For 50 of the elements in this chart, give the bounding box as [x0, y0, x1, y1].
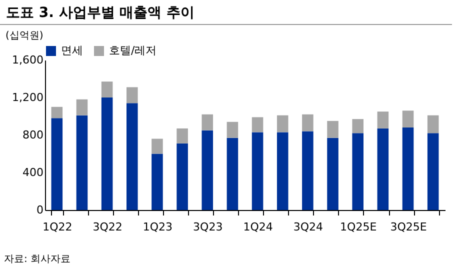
y-tick-label: 400	[22, 166, 44, 179]
x-tick-label: 1Q24	[243, 220, 273, 234]
bar	[352, 133, 364, 210]
x-tick-label: 1Q22	[42, 220, 72, 234]
bar	[76, 99, 88, 116]
x-tick-label: 1Q23	[142, 220, 173, 234]
y-tick-label: 800	[22, 128, 44, 142]
bar	[377, 128, 389, 210]
bar	[226, 138, 238, 210]
bar	[126, 103, 138, 210]
bar	[252, 117, 264, 132]
bar	[226, 122, 238, 138]
x-tick-label: 3Q23	[193, 220, 223, 234]
text: 자료: 회사자료	[3, 253, 72, 266]
x-tick-label: 1Q25E	[340, 220, 377, 234]
bar	[202, 130, 214, 210]
bar	[202, 114, 214, 130]
bar	[402, 128, 414, 210]
bar	[152, 138, 163, 154]
y-axis-title: (십억원)	[6, 30, 44, 42]
bar	[427, 115, 439, 134]
bar	[176, 143, 188, 210]
y-tick-label: 1,200	[12, 91, 44, 104]
bar	[252, 132, 264, 210]
bar	[51, 106, 63, 118]
bar	[51, 118, 63, 210]
bar	[152, 154, 163, 210]
bar	[126, 87, 138, 104]
y-tick-label: 0	[36, 204, 44, 216]
bar	[101, 82, 113, 98]
legend-label: 호텔/레저	[109, 44, 157, 57]
bar	[402, 110, 414, 128]
y-tick-label: 1,600	[12, 54, 44, 66]
bar	[427, 133, 439, 210]
bar	[101, 98, 113, 210]
bar	[302, 114, 314, 132]
chart-title: 도표 3. 사업부별 매출액 추이	[0, 0, 452, 25]
legend-label: 면세	[61, 44, 83, 57]
bar	[76, 115, 88, 210]
x-tick-label: 3Q24	[293, 220, 324, 234]
bar	[176, 128, 188, 144]
bar	[327, 120, 338, 138]
bar	[352, 119, 364, 134]
x-tick-label: 3Q22	[92, 220, 122, 234]
bar	[276, 115, 288, 132]
x-tick-label: 3Q25E	[390, 220, 427, 234]
bar	[327, 138, 338, 210]
bar	[302, 131, 314, 210]
bar	[276, 132, 288, 210]
bar	[377, 112, 389, 128]
